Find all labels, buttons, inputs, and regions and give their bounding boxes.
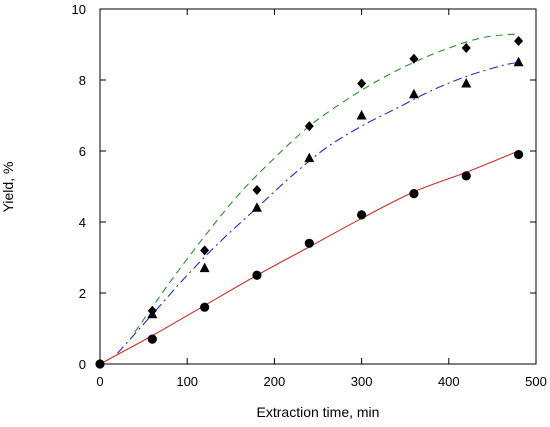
circle-marker <box>357 210 367 220</box>
x-tick-label: 300 <box>351 374 373 389</box>
y-tick-label: 6 <box>79 144 86 159</box>
x-tick-label: 100 <box>176 374 198 389</box>
circle-marker <box>252 270 262 280</box>
axis-ticks: 0 100 200 300 400 500 0 2 4 6 8 10 <box>72 2 547 389</box>
diamond-marker <box>252 185 262 196</box>
diamond-marker <box>409 53 419 64</box>
x-axis-label: Extraction time, min <box>257 404 380 420</box>
y-tick-label: 8 <box>79 73 86 88</box>
circle-marker <box>513 149 524 160</box>
x-tick-label: 200 <box>264 374 286 389</box>
y-tick-label: 0 <box>79 357 86 372</box>
fit-line-circle <box>99 150 519 365</box>
diamond-marker <box>357 78 367 89</box>
plot-frame <box>99 8 537 365</box>
y-tick-label: 10 <box>72 2 86 17</box>
x-tick-label: 500 <box>525 374 547 389</box>
x-tick-label: 400 <box>438 374 460 389</box>
triangle-marker <box>147 308 158 319</box>
circle-marker <box>147 334 157 344</box>
triangle-marker <box>356 110 367 120</box>
x-tick-label: 0 <box>96 374 103 389</box>
triangle-marker <box>304 152 315 163</box>
triangle-marker <box>408 88 419 99</box>
diamond-marker <box>200 245 210 256</box>
fit-lines <box>99 33 519 365</box>
fit-line-triangle <box>117 61 519 354</box>
diamond-marker <box>461 43 471 54</box>
circle-marker <box>200 302 210 312</box>
triangle-marker <box>251 202 262 212</box>
y-tick-label: 4 <box>79 215 86 230</box>
triangle-marker <box>461 78 472 88</box>
circle-marker <box>461 171 471 181</box>
diamond-marker <box>304 121 314 132</box>
triangle-marker <box>513 56 524 67</box>
diamond-marker <box>514 35 524 46</box>
circle-marker <box>304 238 314 248</box>
y-tick-label: 2 <box>79 286 86 301</box>
y-axis-label: Yield, % <box>0 162 16 213</box>
data-markers <box>95 35 524 369</box>
triangle-marker <box>199 262 210 273</box>
circle-marker <box>409 189 419 199</box>
